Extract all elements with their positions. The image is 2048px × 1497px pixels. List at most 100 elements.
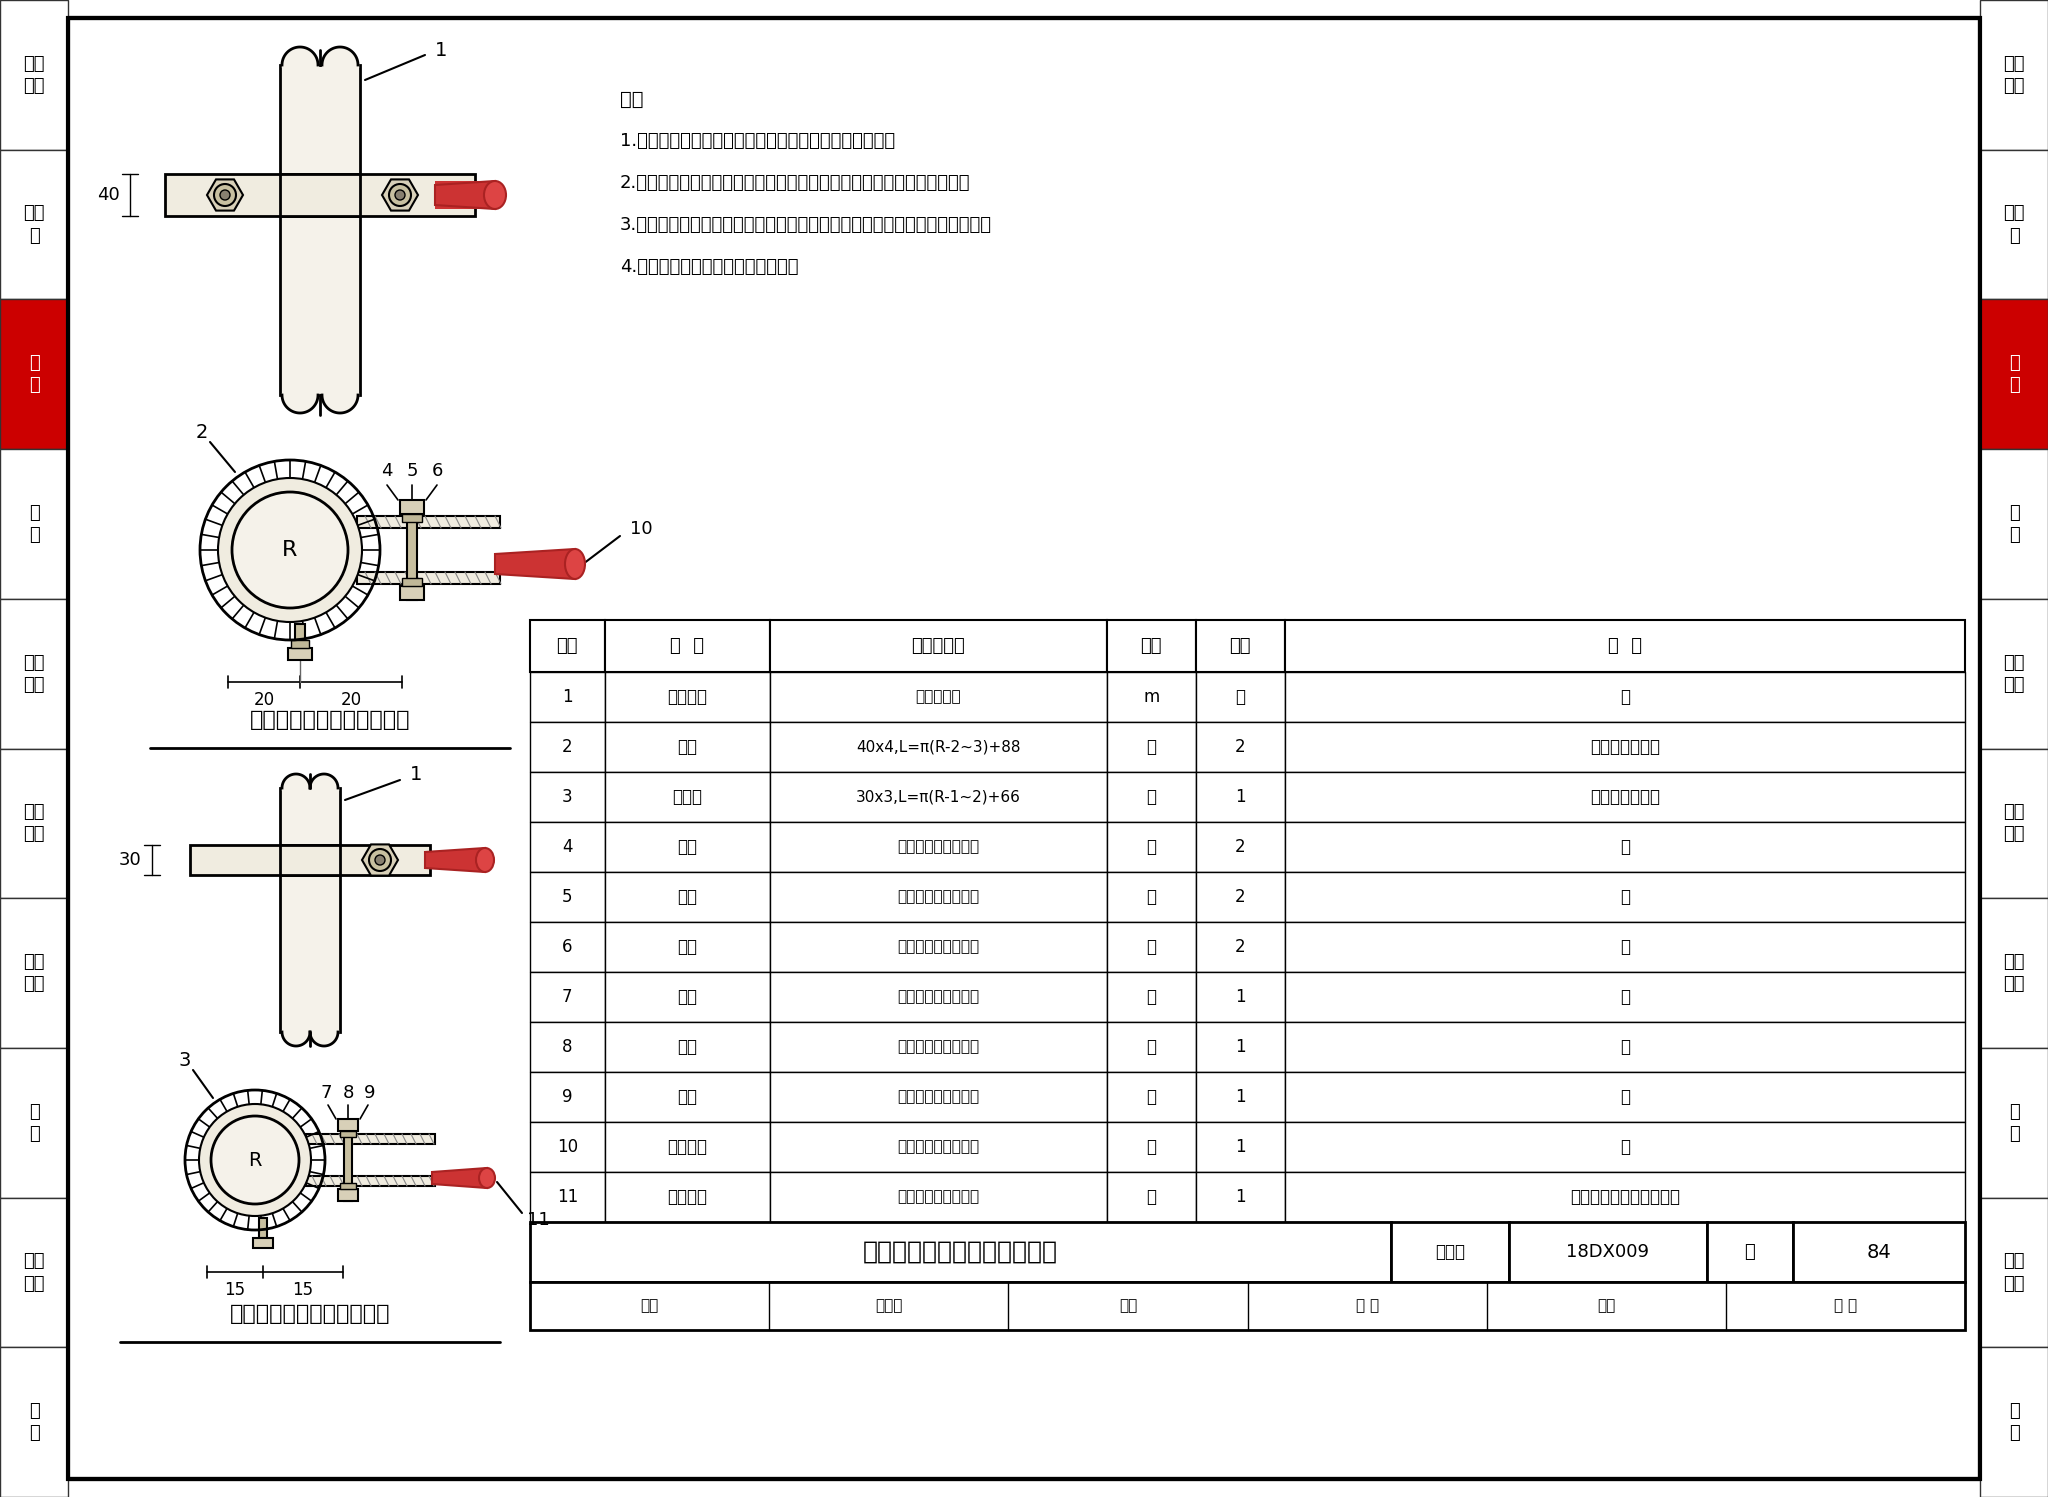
Bar bbox=[1284, 1022, 1964, 1072]
Text: 消
防: 消 防 bbox=[2009, 1103, 2019, 1142]
Text: 抱箍: 抱箍 bbox=[678, 738, 696, 756]
Text: 由具体工程设计确定: 由具体工程设计确定 bbox=[897, 1190, 979, 1205]
Circle shape bbox=[219, 190, 229, 201]
Bar bbox=[0, 1048, 68, 1198]
Bar bbox=[1106, 822, 1196, 871]
Bar bbox=[1284, 822, 1964, 871]
Bar bbox=[530, 1172, 604, 1222]
Bar bbox=[604, 922, 770, 972]
Text: 镀锌扁钢或钢带: 镀锌扁钢或钢带 bbox=[1589, 738, 1661, 756]
Text: 垫圈: 垫圈 bbox=[678, 1088, 696, 1106]
Text: 由具体工程设计确定: 由具体工程设计确定 bbox=[897, 1139, 979, 1154]
Text: 空气
调节: 空气 调节 bbox=[2003, 954, 2025, 993]
Text: －: － bbox=[1620, 939, 1630, 957]
Text: 由具体工程设计确定: 由具体工程设计确定 bbox=[897, 990, 979, 1004]
Text: 个: 个 bbox=[1147, 1088, 1157, 1106]
Bar bbox=[1196, 722, 1284, 772]
Bar bbox=[305, 1135, 434, 1144]
Text: 由具体工程设计确定: 由具体工程设计确定 bbox=[897, 940, 979, 955]
Text: 11: 11 bbox=[557, 1189, 578, 1207]
Bar bbox=[1284, 1172, 1964, 1222]
Bar bbox=[530, 922, 604, 972]
Text: 螺母: 螺母 bbox=[678, 1037, 696, 1055]
Text: 8: 8 bbox=[342, 1084, 354, 1102]
Bar bbox=[1980, 0, 2048, 150]
Text: 7: 7 bbox=[319, 1084, 332, 1102]
Text: 1: 1 bbox=[1235, 1037, 1245, 1055]
Text: 1.本图适用于接地线与金属线管及其他金属管道的连接。: 1.本图适用于接地线与金属线管及其他金属管道的连接。 bbox=[621, 132, 895, 150]
Bar bbox=[399, 585, 424, 600]
Text: 10: 10 bbox=[557, 1138, 578, 1156]
Text: 数量: 数量 bbox=[1229, 638, 1251, 656]
Ellipse shape bbox=[483, 181, 506, 210]
Bar bbox=[0, 449, 68, 599]
Bar bbox=[1106, 1072, 1196, 1121]
Bar bbox=[770, 1121, 1106, 1172]
Bar bbox=[1106, 722, 1196, 772]
Bar bbox=[1196, 972, 1284, 1022]
Bar bbox=[1792, 1222, 1964, 1281]
Text: 3.抱箍、圆抱箍与管道接触处的接触表面需刮拭干净，安装完毕后刷防护漆。: 3.抱箍、圆抱箍与管道接触处的接触表面需刮拭干净，安装完毕后刷防护漆。 bbox=[621, 216, 991, 234]
Bar bbox=[281, 216, 360, 395]
Text: 设计: 设计 bbox=[1597, 1298, 1616, 1313]
Bar bbox=[344, 1129, 352, 1201]
Text: 工程
示例: 工程 示例 bbox=[23, 1253, 45, 1292]
Bar bbox=[340, 1132, 356, 1138]
Bar bbox=[0, 299, 68, 449]
Bar bbox=[770, 1172, 1106, 1222]
Text: 审核: 审核 bbox=[641, 1298, 659, 1313]
Bar bbox=[258, 1219, 266, 1238]
Bar bbox=[1196, 620, 1284, 672]
Polygon shape bbox=[207, 180, 244, 211]
Bar bbox=[604, 822, 770, 871]
Bar bbox=[1196, 922, 1284, 972]
Bar bbox=[530, 1022, 604, 1072]
Bar bbox=[1106, 922, 1196, 972]
Bar bbox=[190, 844, 430, 876]
Text: 接地线与各种金属管道的连接: 接地线与各种金属管道的连接 bbox=[862, 1240, 1059, 1263]
Polygon shape bbox=[434, 181, 496, 210]
Ellipse shape bbox=[565, 549, 586, 579]
Bar bbox=[1284, 772, 1964, 822]
Bar bbox=[0, 1198, 68, 1347]
Text: 7: 7 bbox=[561, 988, 573, 1006]
Text: 2: 2 bbox=[1235, 939, 1245, 957]
Bar bbox=[530, 822, 604, 871]
Bar bbox=[530, 772, 604, 822]
Text: 30x3,L=π(R-1~2)+66: 30x3,L=π(R-1~2)+66 bbox=[856, 789, 1020, 804]
Text: 供配
电: 供配 电 bbox=[2003, 205, 2025, 244]
Bar bbox=[1196, 1072, 1284, 1121]
Bar bbox=[0, 599, 68, 748]
Text: 页: 页 bbox=[1745, 1243, 1755, 1260]
Polygon shape bbox=[432, 1168, 487, 1189]
Bar bbox=[1106, 620, 1196, 672]
Ellipse shape bbox=[475, 847, 494, 871]
Ellipse shape bbox=[479, 1168, 496, 1189]
Text: 个: 个 bbox=[1147, 888, 1157, 906]
Bar bbox=[408, 512, 418, 600]
Bar bbox=[0, 1347, 68, 1497]
Bar bbox=[1106, 871, 1196, 922]
Bar bbox=[401, 513, 422, 522]
Bar bbox=[604, 772, 770, 822]
Text: 钟景华: 钟景华 bbox=[874, 1298, 903, 1313]
Text: 由具体工程设计确定: 由具体工程设计确定 bbox=[897, 840, 979, 855]
Text: 校对: 校对 bbox=[1118, 1298, 1137, 1313]
Text: 1: 1 bbox=[1235, 1189, 1245, 1207]
Text: 2: 2 bbox=[1235, 738, 1245, 756]
Bar bbox=[1284, 1121, 1964, 1172]
Text: 6: 6 bbox=[561, 939, 573, 957]
Bar bbox=[356, 572, 500, 584]
Text: 工程
示例: 工程 示例 bbox=[2003, 1253, 2025, 1292]
Bar bbox=[340, 1183, 356, 1189]
Text: 9: 9 bbox=[561, 1088, 573, 1106]
Bar bbox=[770, 672, 1106, 722]
Bar bbox=[604, 1022, 770, 1072]
Bar bbox=[530, 871, 604, 922]
Bar bbox=[604, 620, 770, 672]
Text: 20: 20 bbox=[254, 692, 274, 710]
Text: 数量由具体工程设计确定: 数量由具体工程设计确定 bbox=[1571, 1189, 1679, 1207]
Bar bbox=[166, 174, 475, 216]
Bar bbox=[530, 972, 604, 1022]
Text: 1: 1 bbox=[434, 40, 446, 60]
